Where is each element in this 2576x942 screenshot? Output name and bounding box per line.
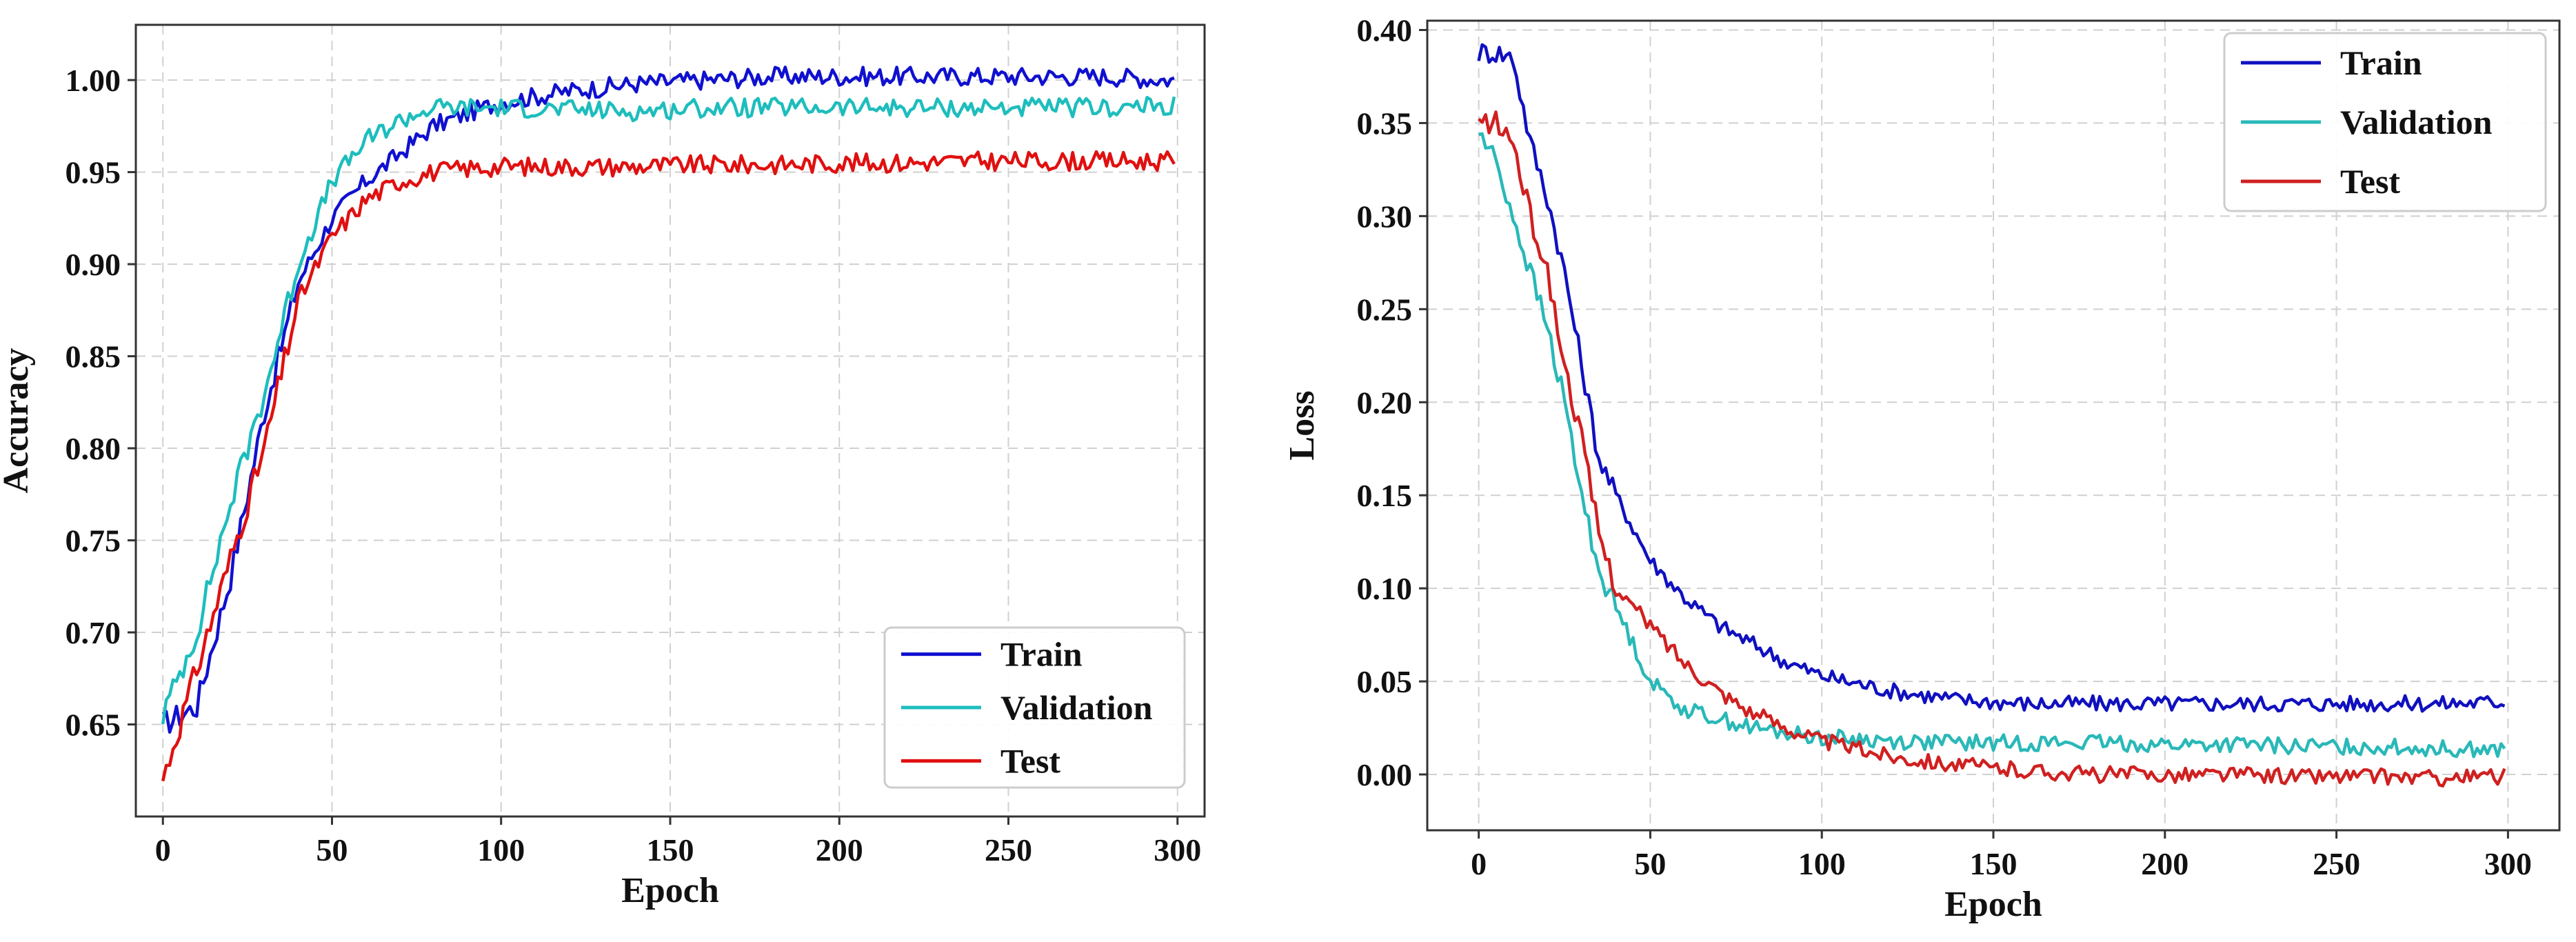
x-tick-label: 200 xyxy=(2141,846,2188,881)
y-tick-label: 0.70 xyxy=(66,615,121,650)
series-line-train xyxy=(1477,43,2506,713)
y-tick-label: 1.00 xyxy=(66,63,121,98)
y-tick-label: 0.75 xyxy=(66,523,121,559)
x-tick-label: 50 xyxy=(1634,846,1666,881)
series-line-validation xyxy=(1478,132,2506,759)
legend: Train Validation Test xyxy=(2223,32,2547,212)
legend-box xyxy=(2223,32,2547,212)
y-tick-label: 0.05 xyxy=(1357,664,1413,699)
legend-label-train: Train xyxy=(2340,43,2422,82)
legend-box xyxy=(883,626,1186,789)
y-tick-label: 0.35 xyxy=(1357,106,1413,141)
y-tick-label: 0.00 xyxy=(1357,757,1413,792)
x-tick-label: 150 xyxy=(647,832,694,868)
legend-label-test: Test xyxy=(2340,162,2400,201)
y-tick-label: 0.85 xyxy=(66,339,121,374)
x-tick-label: 0 xyxy=(1471,846,1487,881)
x-axis-label: Epoch xyxy=(1944,885,2042,924)
y-tick-label: 0.80 xyxy=(66,431,121,466)
x-axis-label: Epoch xyxy=(621,871,719,910)
y-tick-label: 0.90 xyxy=(66,247,121,282)
series-line-test xyxy=(161,150,1176,782)
x-tick-label: 200 xyxy=(816,832,863,868)
y-tick-label: 0.25 xyxy=(1357,292,1413,327)
x-tick-label: 300 xyxy=(1154,832,1201,868)
y-axis-label: Accuracy xyxy=(0,348,36,494)
x-tick-label: 0 xyxy=(155,832,171,868)
loss-chart: 0 50 100 150 200 250 300 0.00 0.05 0.10 0.15 0.20 0.… xyxy=(1282,12,2561,924)
x-tick-label: 50 xyxy=(316,832,348,868)
x-tick-label: 100 xyxy=(1798,846,1846,881)
legend-label-train: Train xyxy=(1000,635,1083,674)
legend-label-test: Test xyxy=(1000,741,1060,780)
x-tick-label: 250 xyxy=(985,832,1032,868)
y-tick-label: 0.95 xyxy=(66,155,121,190)
y-tick-label: 0.40 xyxy=(1357,12,1413,48)
series-line-test xyxy=(1478,110,2506,788)
y-tick-label: 0.30 xyxy=(1357,199,1413,234)
accuracy-chart: 0 50 100 150 200 250 300 0.65 0.70 0.75 0.80 0.85 0.… xyxy=(0,23,1206,910)
legend-label-validation: Validation xyxy=(1000,688,1153,727)
x-tick-label: 250 xyxy=(2313,846,2360,881)
x-tick-label: 100 xyxy=(477,832,525,868)
legend-label-validation: Validation xyxy=(2340,103,2493,141)
series-line-validation xyxy=(161,96,1176,725)
series-line-train xyxy=(161,66,1175,734)
x-tick-label: 150 xyxy=(1970,846,2017,881)
y-tick-label: 0.15 xyxy=(1357,478,1413,513)
y-tick-label: 0.65 xyxy=(66,708,121,743)
y-axis-label: Loss xyxy=(1282,390,1322,460)
y-tick-label: 0.10 xyxy=(1357,571,1413,606)
legend: Train Validation Test xyxy=(883,626,1186,789)
x-tick-label: 300 xyxy=(2484,846,2532,881)
y-tick-label: 0.20 xyxy=(1357,385,1413,420)
